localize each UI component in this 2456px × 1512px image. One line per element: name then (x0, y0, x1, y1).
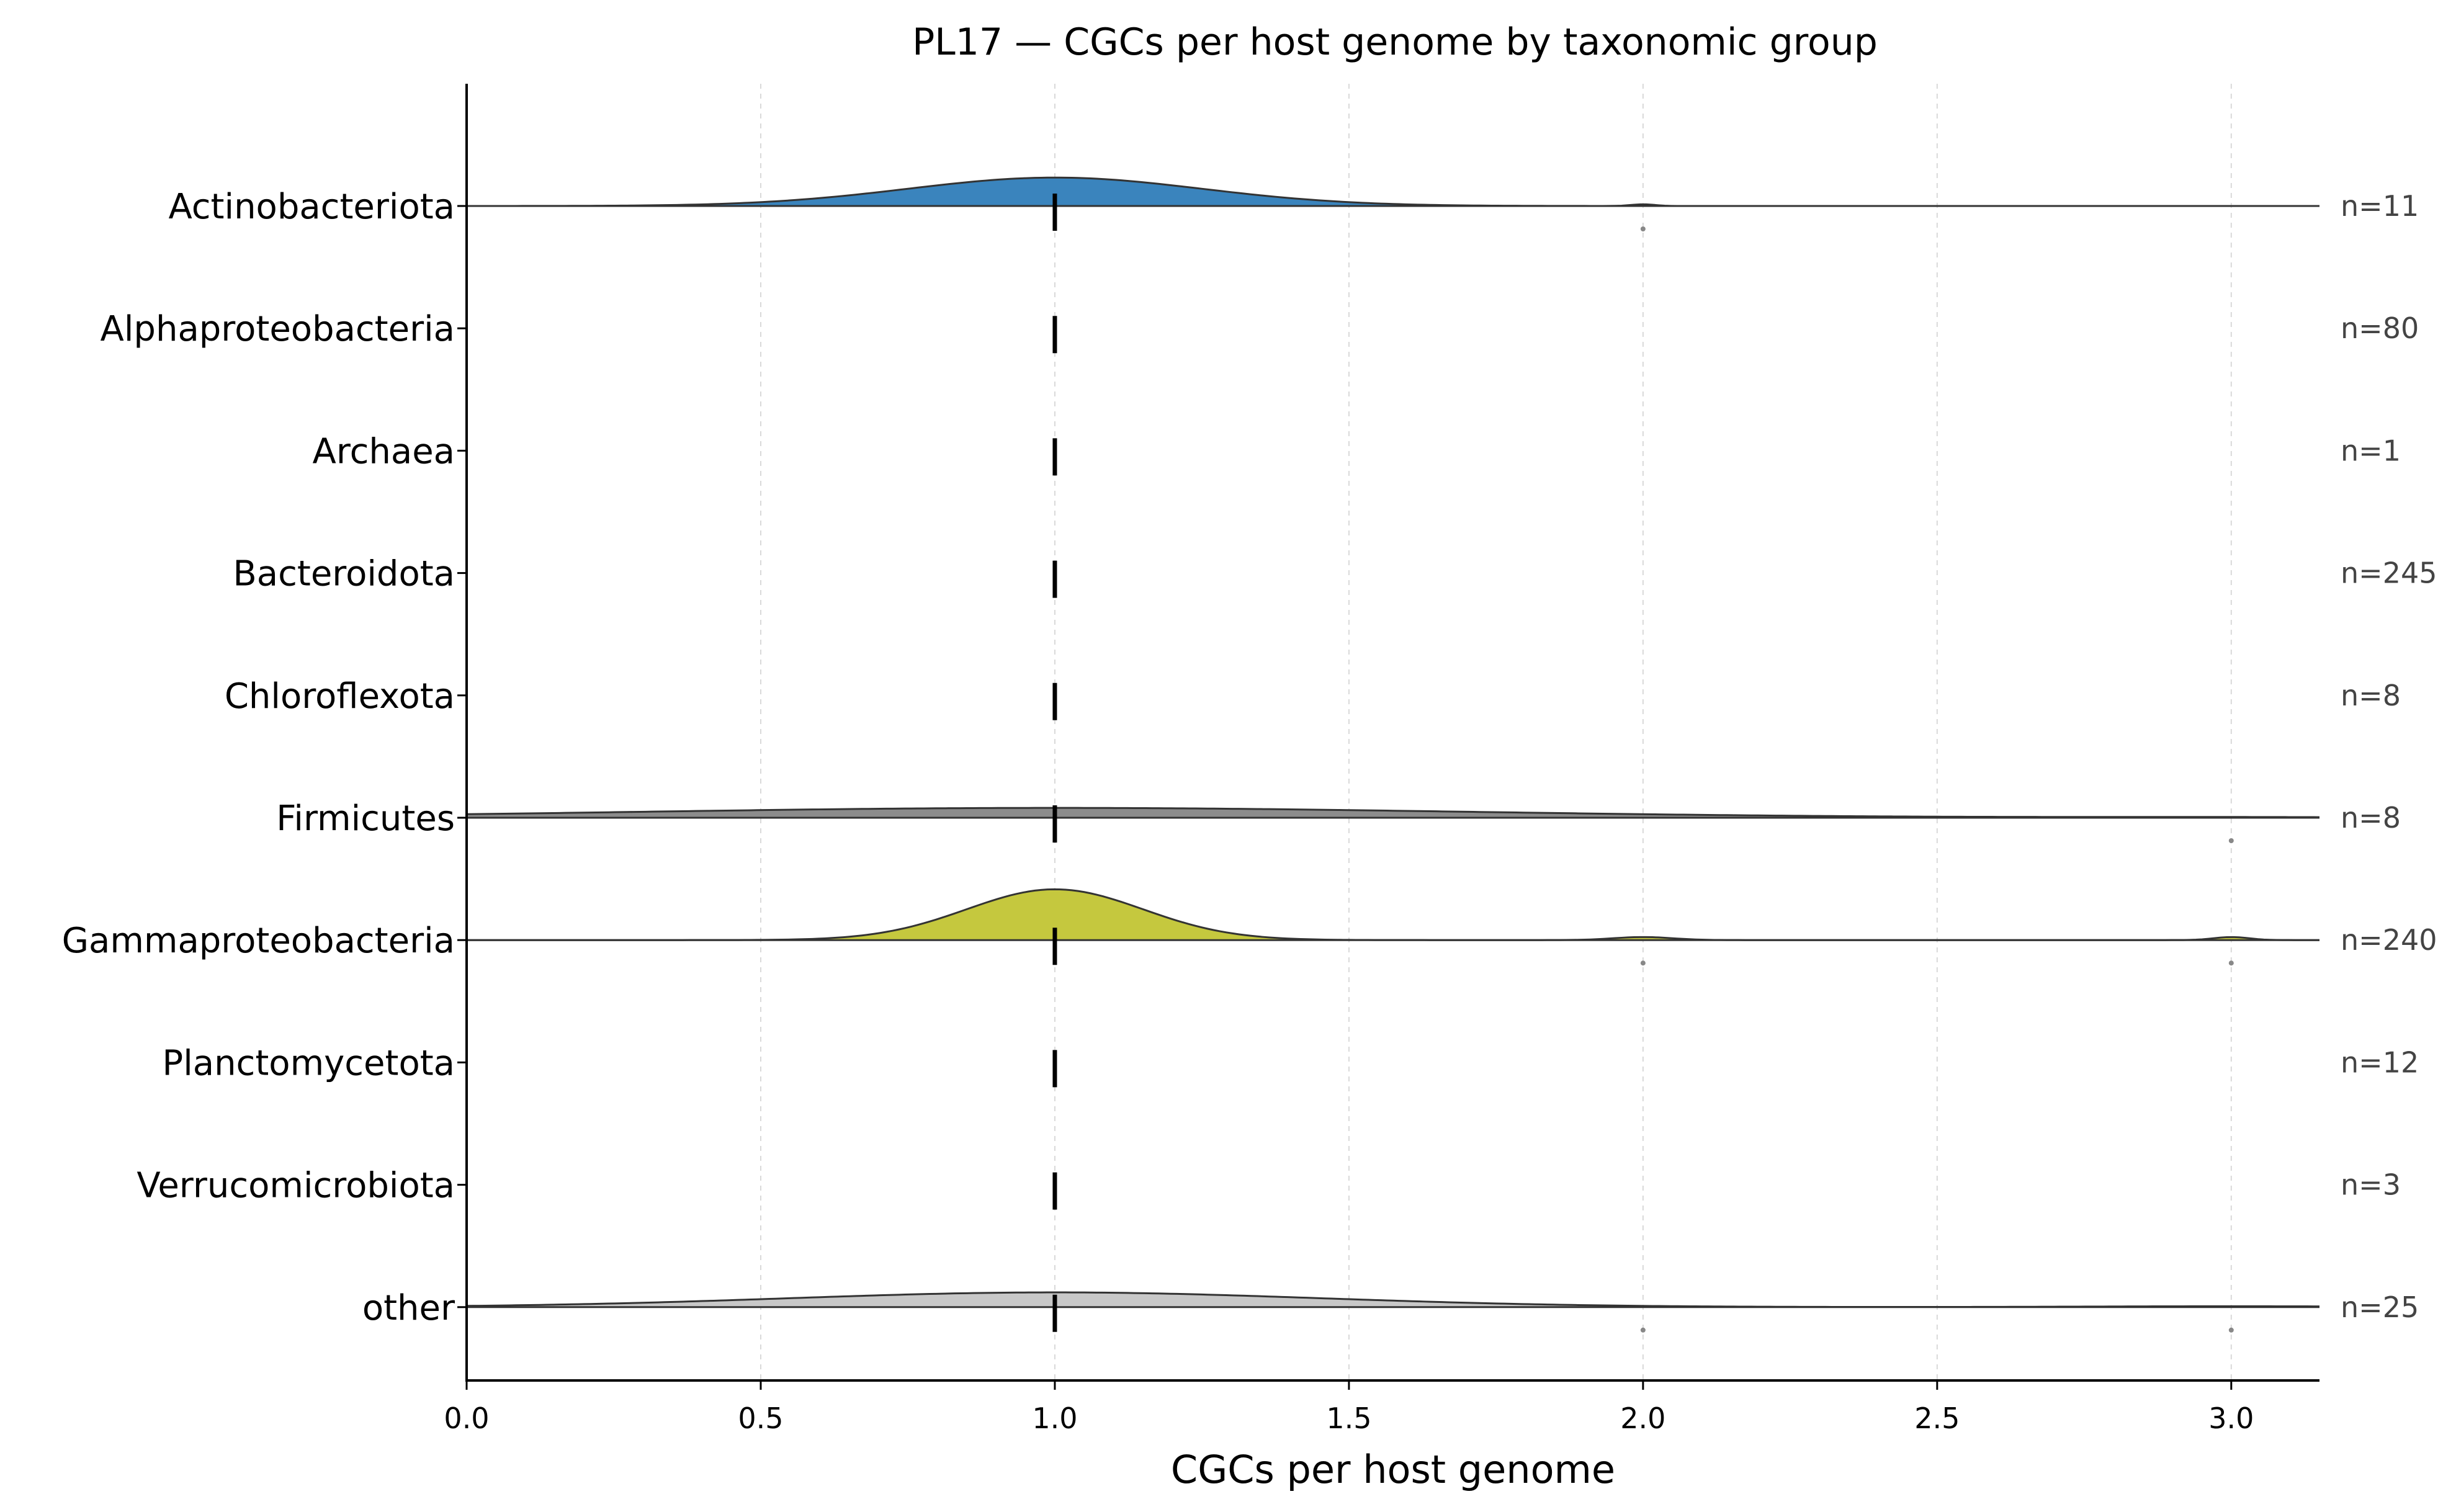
grid-layer (760, 84, 2232, 1380)
n-label-gammaproteobacteria: n=240 (2341, 923, 2437, 957)
n-labels: n=11 n=80 n=1 n=245 n=8 n=8 n=240 n=12 n=3 n=25 (2341, 189, 2437, 1324)
ridge-gammaproteobacteria (467, 889, 2319, 941)
x-axis-ticks: 0.0 0.5 1.0 1.5 2.0 2.5 3.0 (444, 1380, 2254, 1435)
chart-title: PL17 — CGCs per host genome by taxonomic… (912, 20, 1878, 64)
n-label-bacteroidota: n=245 (2341, 557, 2437, 590)
ridge-outline-gammaproteobacteria (467, 888, 2319, 941)
outlier-layer (1640, 226, 2234, 1333)
outlier-point-other (2228, 1327, 2234, 1333)
n-label-archaea: n=1 (2341, 434, 2401, 467)
x-tick-label: 3.0 (2208, 1402, 2254, 1435)
ridge-actinobacteriota (467, 177, 2319, 206)
y-tick-label-bacteroidota: Bacteroidota (233, 554, 455, 594)
ridge-other (467, 1292, 2319, 1307)
ridge-layer (466, 176, 2320, 1308)
n-label-other: n=25 (2341, 1291, 2419, 1324)
n-label-planctomycetota: n=12 (2341, 1045, 2419, 1079)
y-tick-label-gammaproteobacteria: Gammaproteobacteria (62, 921, 455, 961)
n-label-verrucomicrobiota: n=3 (2341, 1168, 2401, 1202)
n-label-firmicutes: n=8 (2341, 801, 2401, 834)
n-label-alphaproteobacteria: n=80 (2341, 311, 2419, 345)
outlier-point-gammaproteobacteria (2228, 960, 2234, 966)
y-tick-label-firmicutes: Firmicutes (276, 798, 455, 839)
y-tick-label-actinobacteriota: Actinobacteriota (168, 187, 455, 227)
outlier-point-other (1640, 1327, 1646, 1333)
x-tick-label: 2.5 (1914, 1402, 1960, 1435)
n-label-actinobacteriota: n=11 (2341, 189, 2419, 223)
x-tick-label: 1.0 (1032, 1402, 1077, 1435)
y-tick-label-alphaproteobacteria: Alphaproteobacteria (101, 309, 455, 349)
x-tick-label: 0.5 (738, 1402, 783, 1435)
y-tick-label-other: other (362, 1288, 455, 1328)
y-tick-label-verrucomicrobiota: Verrucomicrobiota (137, 1166, 455, 1206)
y-tick-label-archaea: Archaea (313, 431, 455, 472)
y-axis-labels: Actinobacteriota Alphaproteobacteria Archa… (62, 187, 467, 1328)
outlier-point-firmicutes (2228, 838, 2234, 843)
ridge-outline-actinobacteriota (466, 176, 2319, 207)
x-axis-label: CGCs per host genome (1171, 1447, 1615, 1492)
x-tick-label: 1.5 (1326, 1402, 1371, 1435)
x-tick-label: 0.0 (444, 1402, 489, 1435)
y-tick-label-chloroflexota: Chloroflexota (225, 676, 455, 717)
y-tick-label-planctomycetota: Planctomycetota (162, 1043, 455, 1083)
outlier-point-actinobacteriota (1640, 226, 1646, 231)
outlier-point-gammaproteobacteria (1640, 960, 1646, 966)
x-tick-label: 2.0 (1620, 1402, 1665, 1435)
n-label-chloroflexota: n=8 (2341, 679, 2401, 712)
ridge-firmicutes (467, 808, 2319, 818)
